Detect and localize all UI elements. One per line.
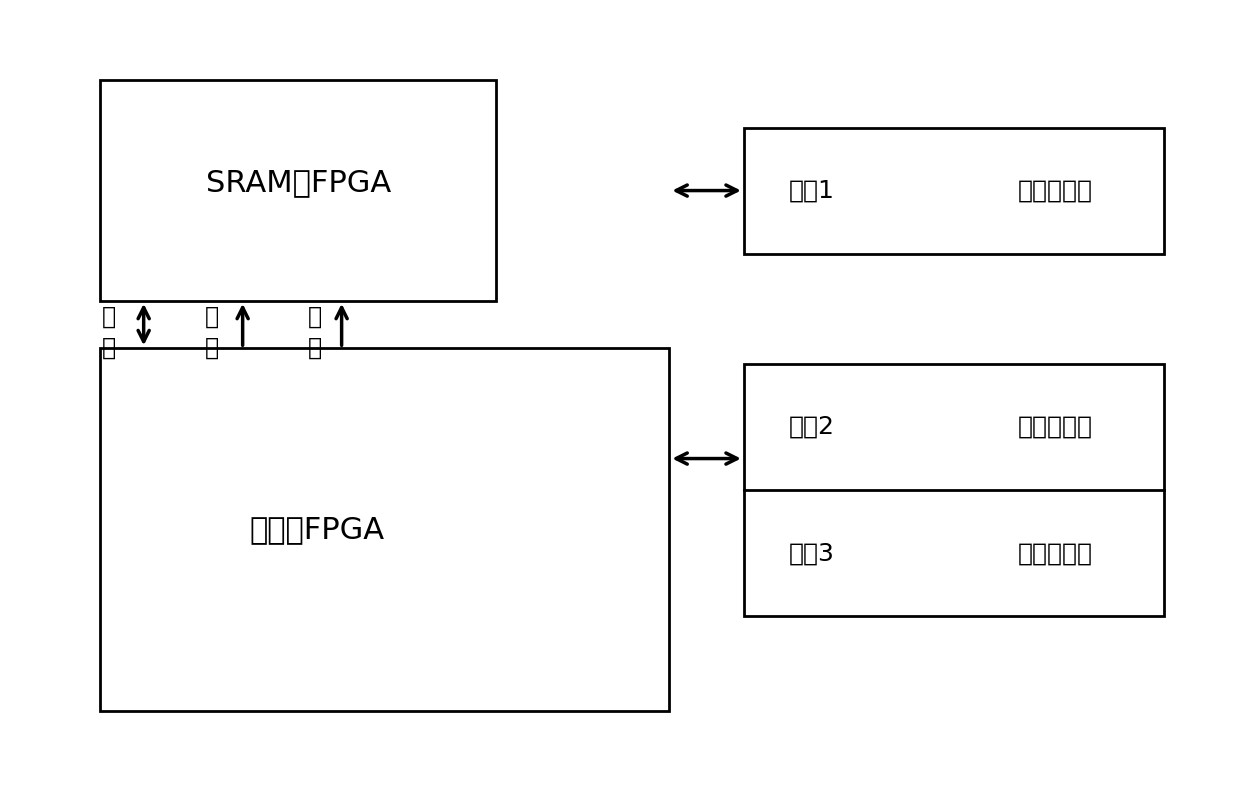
Text: 重构存储区: 重构存储区: [1018, 541, 1092, 565]
Text: 复: 复: [308, 305, 321, 329]
Text: 据: 据: [102, 336, 117, 360]
Text: 时: 时: [205, 305, 218, 329]
Text: 位: 位: [308, 336, 321, 360]
Text: SRAM型FPGA: SRAM型FPGA: [206, 168, 391, 197]
Text: 钟: 钟: [205, 336, 218, 360]
Text: 程序2: 程序2: [789, 415, 835, 439]
Text: 数: 数: [102, 305, 117, 329]
Text: 重构存储区: 重构存储区: [1018, 415, 1092, 439]
FancyBboxPatch shape: [744, 364, 1164, 616]
Text: 固化存储区: 固化存储区: [1018, 179, 1092, 202]
Text: 程序1: 程序1: [789, 179, 835, 202]
FancyBboxPatch shape: [100, 348, 670, 711]
Text: 程序3: 程序3: [789, 541, 835, 565]
FancyBboxPatch shape: [100, 80, 496, 301]
FancyBboxPatch shape: [744, 127, 1164, 254]
Text: 反熔丝FPGA: 反熔丝FPGA: [249, 515, 384, 544]
